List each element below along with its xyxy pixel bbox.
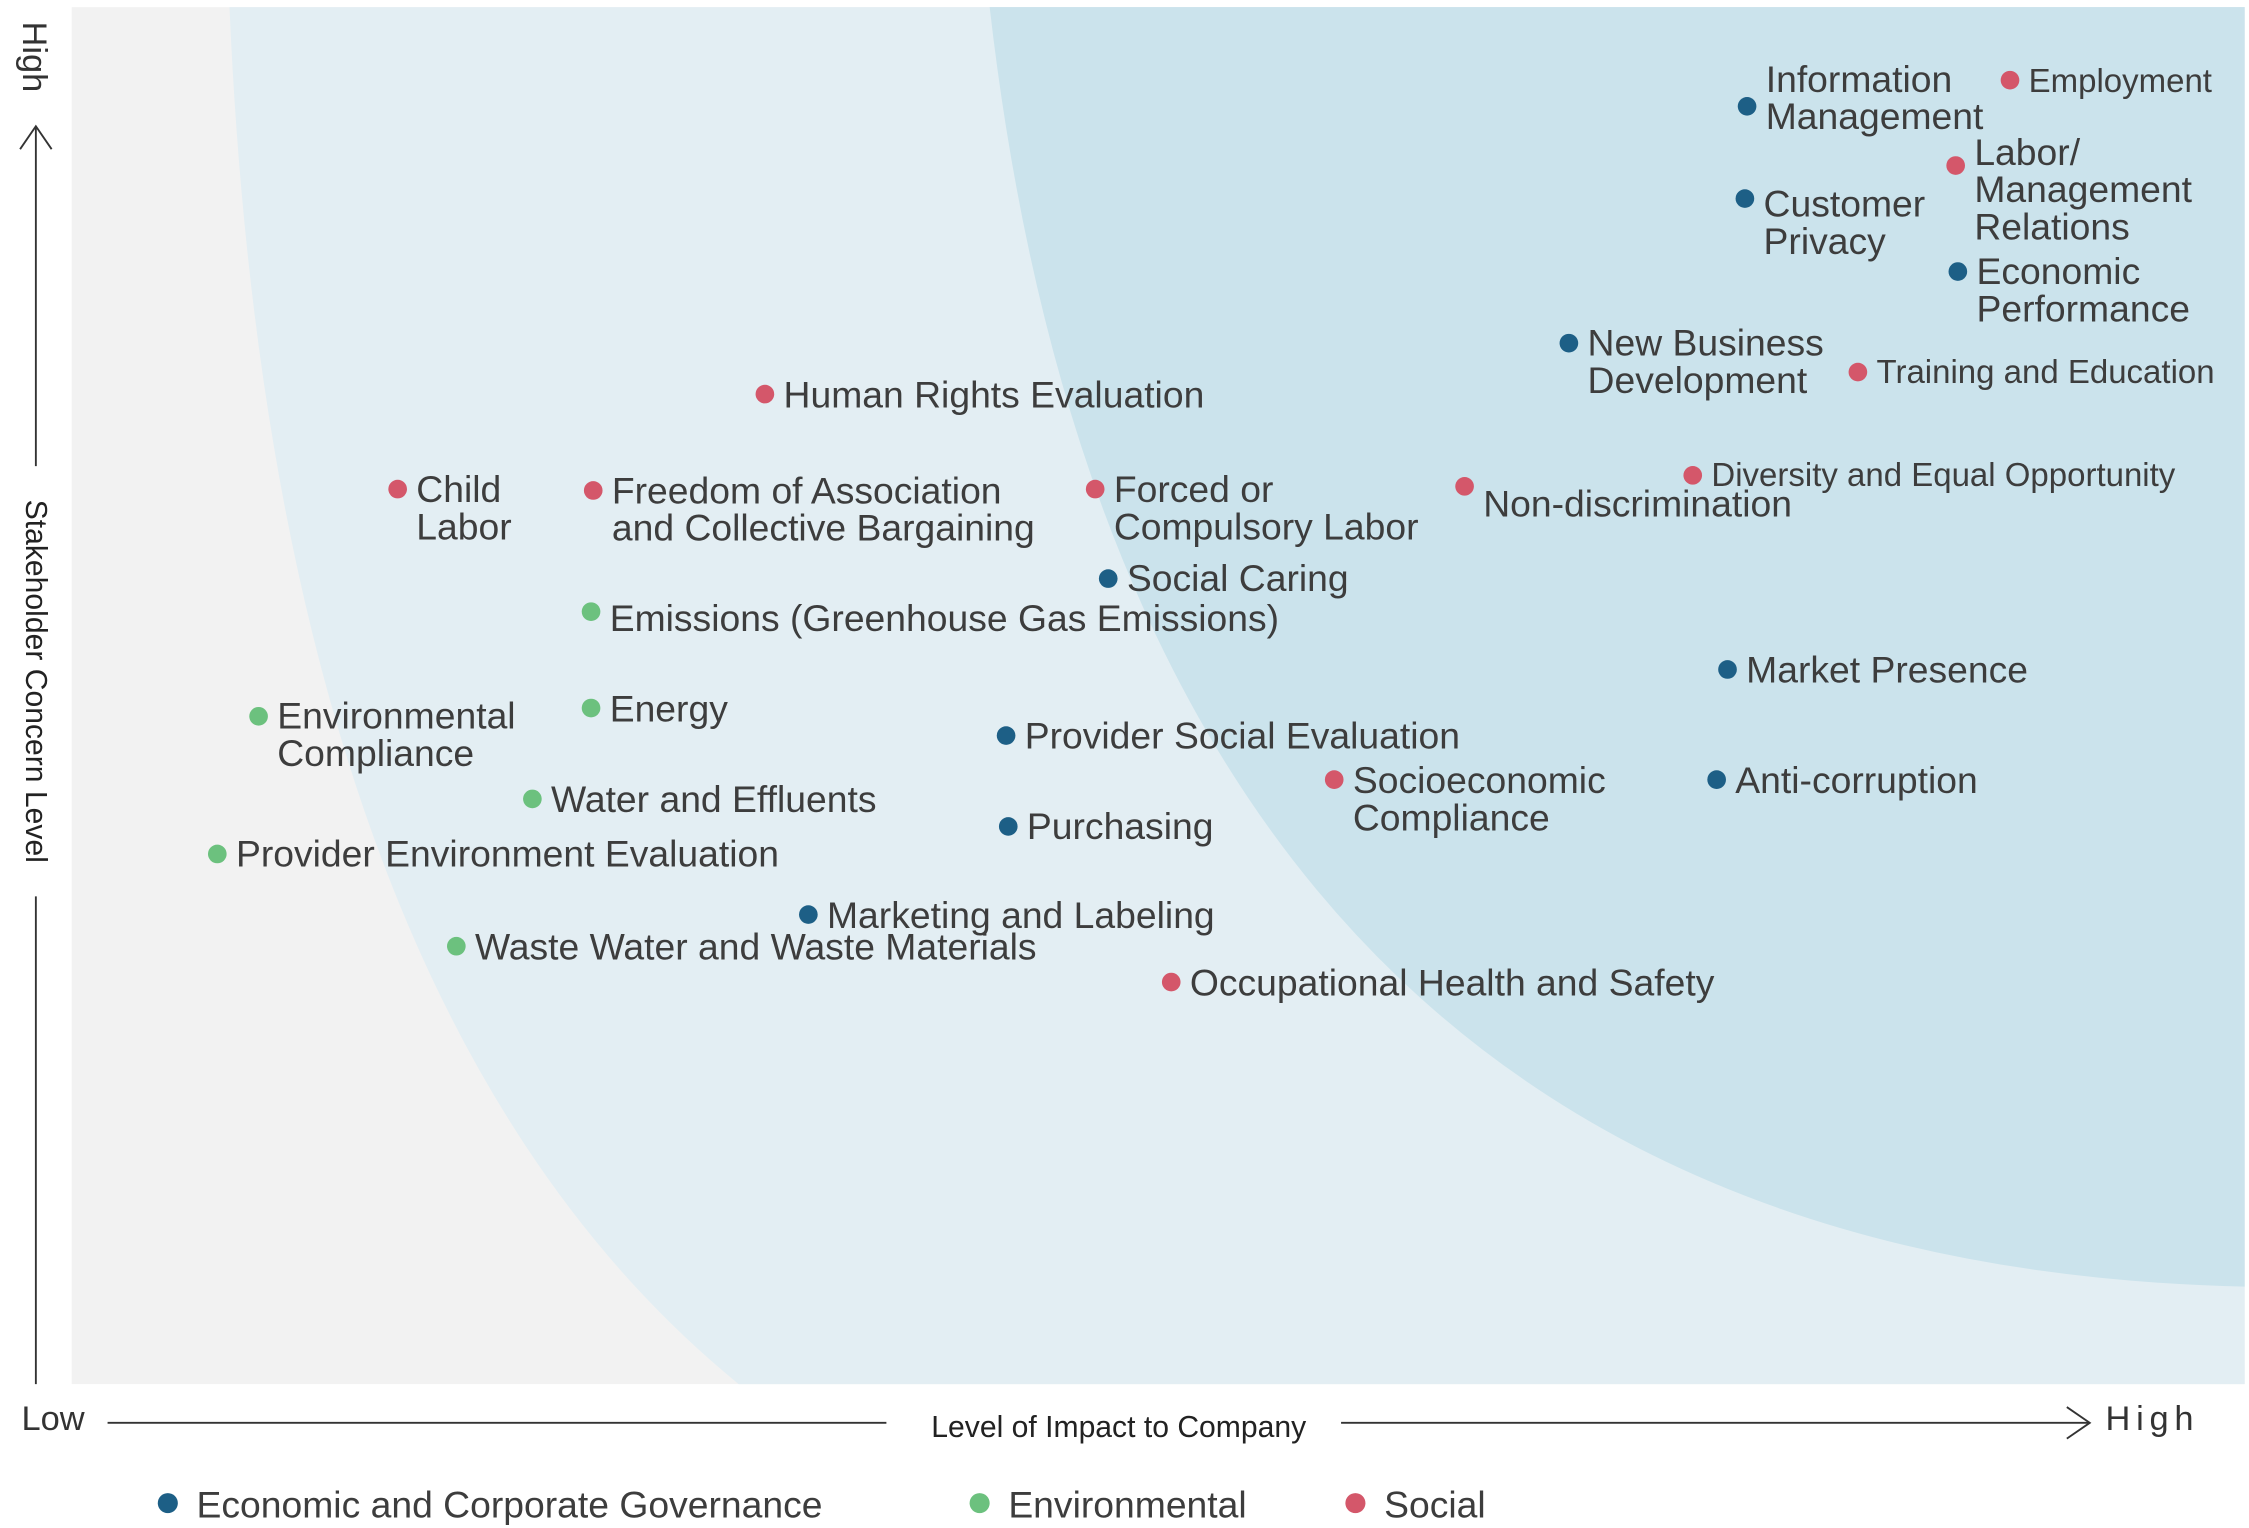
data-point: [1098, 569, 1118, 588]
legend-label: Environmental: [1008, 1483, 1247, 1527]
point-label: Marketing and Labeling: [826, 893, 1215, 937]
point-label: Forced or Compulsory Labor: [1113, 467, 1419, 548]
x-tick-label: High: [2106, 1400, 2200, 1438]
data-point: [1735, 189, 1755, 208]
data-point: [207, 844, 227, 864]
data-point: [583, 481, 603, 500]
data-point: [523, 789, 542, 809]
data-point: [996, 726, 1016, 745]
y-axis-label: Stakeholder Concern Level: [19, 500, 52, 863]
point-label: Human Rights Evaluation: [783, 372, 1205, 416]
data-point: [1718, 660, 1737, 679]
point-label: Economic Performance: [1976, 250, 2190, 331]
point-label: Provider Social Evaluation: [1024, 714, 1461, 758]
data-point: [799, 905, 818, 924]
data-point: [249, 706, 268, 726]
point-label: Socioeconomic Compliance: [1352, 758, 1606, 839]
point-label: Freedom of Association and Collective Ba…: [611, 468, 1035, 550]
legend-marker: [969, 1493, 990, 1514]
data-point: [1559, 333, 1579, 353]
data-point: [1455, 477, 1474, 496]
data-point: [388, 479, 407, 499]
data-point: [1946, 156, 1965, 175]
data-point: [581, 602, 601, 621]
data-point: [1085, 479, 1105, 499]
data-point: [1161, 972, 1181, 992]
data-point: [2000, 70, 2020, 90]
point-label: Anti-corruption: [1735, 758, 1978, 802]
y-axis-arrow: [19, 124, 53, 150]
point-label: Market Presence: [1746, 647, 2029, 691]
point-label: Training and Education: [1876, 353, 2215, 391]
point-label: Environmental Compliance: [277, 694, 516, 776]
point-label: Provider Environment Evaluation: [235, 832, 780, 876]
point-label: Water and Effluents: [551, 777, 877, 821]
data-point: [581, 698, 601, 718]
data-point: [1737, 96, 1757, 116]
data-point: [1683, 466, 1703, 485]
point-label: Information Management: [1765, 57, 1984, 138]
data-point: [1324, 770, 1344, 789]
y-tick-label: High: [15, 22, 53, 93]
legend-label: Economic and Corporate Governance: [196, 1483, 823, 1527]
legend-label: Social: [1384, 1483, 1486, 1527]
x-axis-arrow: [2066, 1406, 2092, 1440]
axes: [19, 124, 2092, 1440]
point-label: Energy: [609, 686, 728, 730]
data-point: [998, 817, 1018, 836]
point-label: Labor/ Management Relations: [1974, 131, 2192, 249]
data-point: [755, 384, 775, 404]
point-label: Non-discrimination: [1483, 482, 1793, 526]
legend-marker: [1345, 1493, 1366, 1514]
data-point: [447, 936, 466, 956]
legend-marker: [157, 1493, 178, 1514]
point-label: Occupational Health and Safety: [1189, 960, 1715, 1004]
point-label: Employment: [2028, 61, 2212, 99]
point-label: Emissions (Greenhouse Gas Emissions): [609, 597, 1280, 641]
point-label: New Business Development: [1587, 321, 1824, 402]
x-tick-label: Low: [22, 1400, 85, 1438]
data-point: [1707, 770, 1726, 789]
data-point: [1948, 262, 1968, 281]
point-label: Child Labor: [416, 467, 512, 548]
x-axis-label: Level of Impact to Company: [931, 1411, 1306, 1444]
point-label: Purchasing: [1026, 804, 1214, 848]
high-zone: [989, 7, 2245, 1287]
point-label: Social Caring: [1126, 557, 1349, 601]
point-label: Customer Privacy: [1763, 182, 1926, 264]
data-point: [1848, 362, 1868, 382]
point-label: Waste Water and Waste Materials: [474, 924, 1037, 968]
point-label: Diversity and Equal Opportunity: [1711, 456, 2176, 494]
